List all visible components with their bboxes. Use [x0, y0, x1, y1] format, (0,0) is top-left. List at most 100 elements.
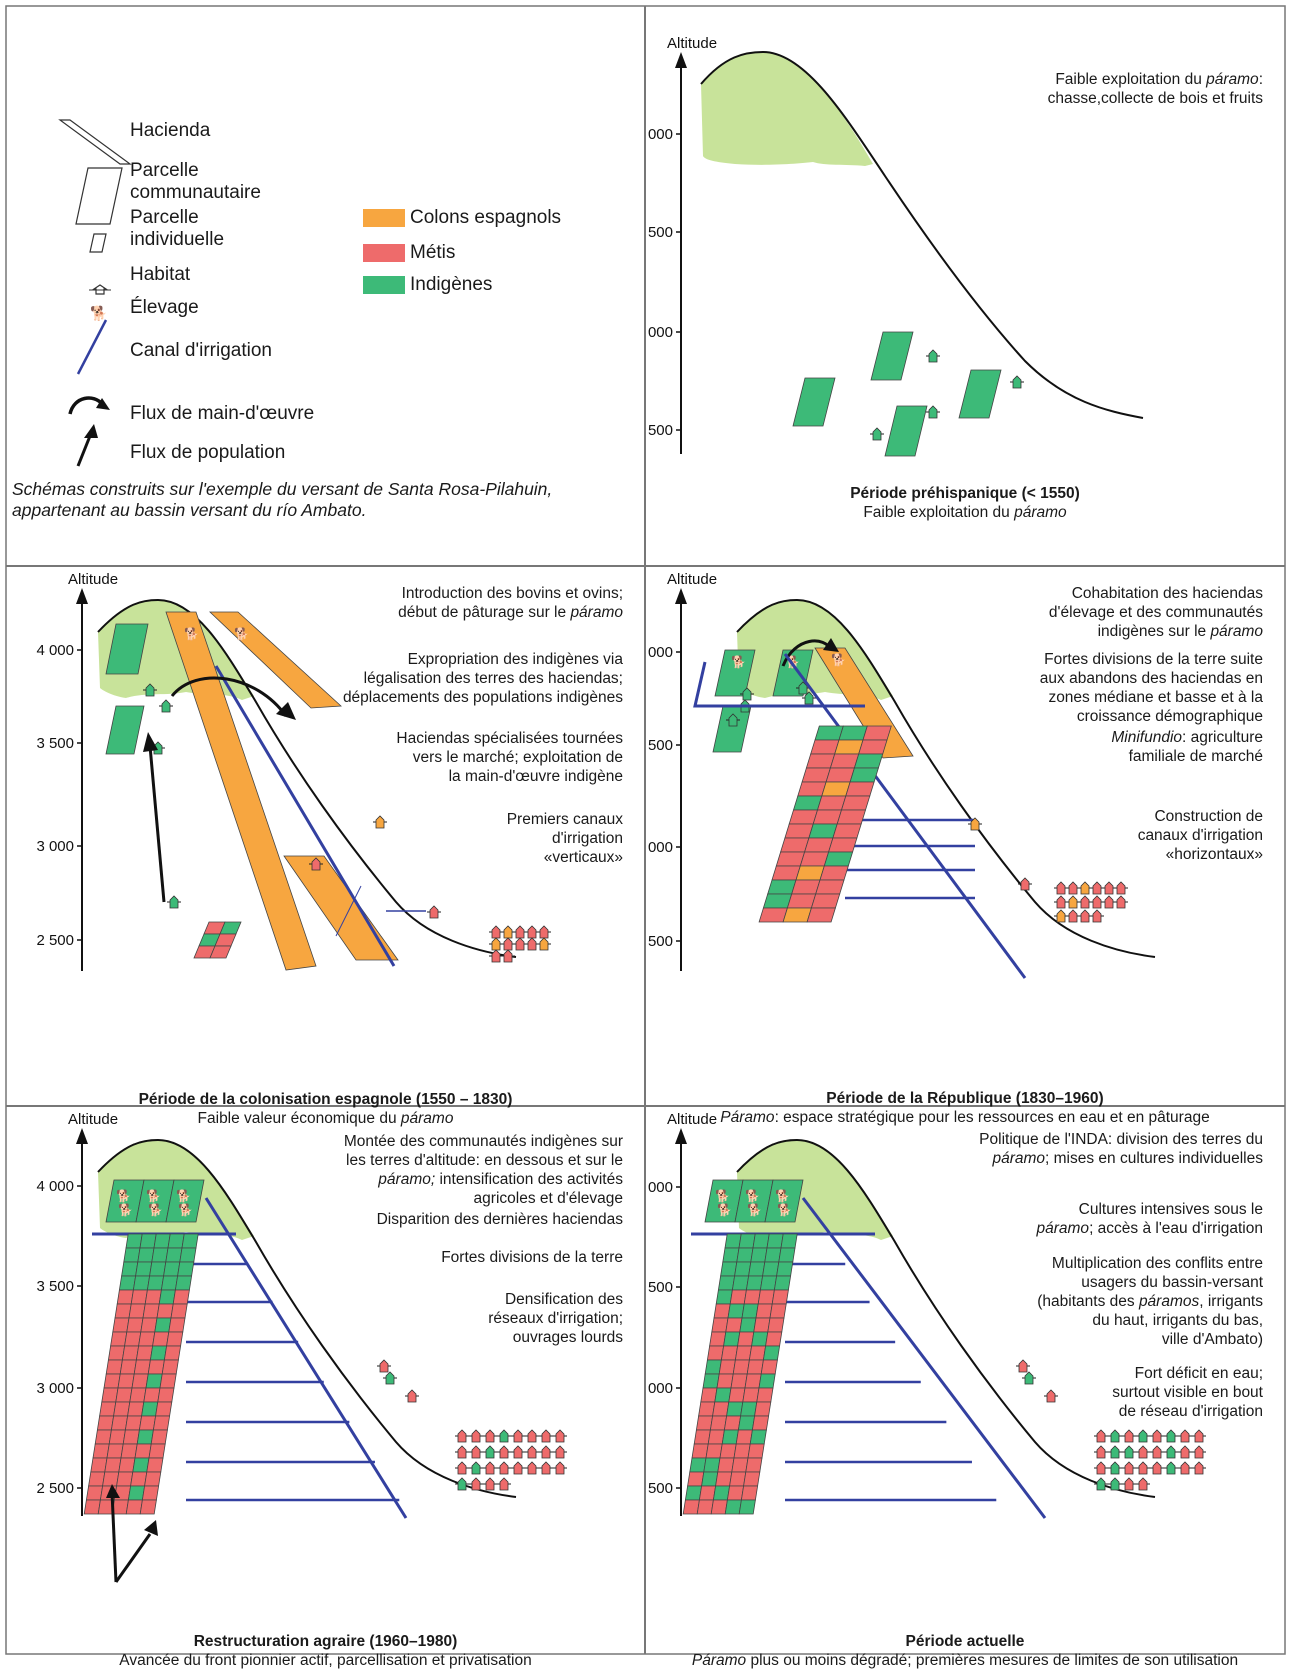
- plot: [762, 1345, 781, 1361]
- plot: [745, 1457, 763, 1473]
- house-shape: [1020, 877, 1030, 891]
- description-line: Minifundio: agriculture: [1111, 729, 1263, 746]
- habitat-icon: [1108, 1445, 1122, 1459]
- swatch-colons: [363, 209, 405, 227]
- plot: [799, 851, 830, 867]
- axis-tick-label: 2 500: [645, 422, 673, 439]
- house-shape: [1092, 881, 1102, 895]
- house-shape: [1046, 1389, 1056, 1403]
- habitat-icon: [1066, 909, 1080, 923]
- description-line: vers le marché; exploitation de: [412, 749, 623, 766]
- plot: [138, 1331, 156, 1347]
- panel-subtitle: Páramo plus ou moins dégradé; premières …: [691, 1652, 1239, 1669]
- description-line: Fort déficit en eau;: [1134, 1365, 1263, 1382]
- legend-note: Schémas construits sur l'exemple du vers…: [12, 479, 553, 520]
- plot: [702, 1373, 720, 1389]
- plot: [791, 879, 821, 895]
- house-shape: [1080, 895, 1090, 909]
- house-shape: [1180, 1445, 1190, 1459]
- altitude-axis: 4 000 3 500 3 000 2 500 Altitude: [36, 1111, 118, 1516]
- habitat-icon: [539, 1461, 553, 1475]
- axis-title: Altitude: [667, 1111, 717, 1128]
- description-line: Expropriation des indigènes via: [407, 651, 623, 668]
- axis-arrow: [675, 1128, 687, 1144]
- description-line: Fortes divisions de la terre suite: [1044, 651, 1263, 668]
- habitat-icon: [1102, 881, 1116, 895]
- house-shape: [471, 1429, 481, 1443]
- parcel-communautaire: [870, 331, 914, 381]
- altitude-axis: 4 000 3 500 3 000 2 500 Altitude: [645, 35, 717, 454]
- plot: [695, 1415, 714, 1431]
- house-shape: [928, 405, 938, 419]
- plot: [138, 1415, 157, 1431]
- plot: [823, 851, 854, 867]
- plot: [730, 1373, 748, 1389]
- swatch-metis: [363, 244, 405, 262]
- description-line: Introduction des bovins et ovins;: [401, 585, 623, 602]
- plot: [758, 1373, 776, 1389]
- plot: [724, 1233, 742, 1249]
- plot: [691, 1443, 709, 1459]
- description-block: Introduction des bovins et ovins; début d…: [398, 584, 623, 622]
- plot: [720, 1261, 738, 1277]
- plot: [103, 1373, 121, 1389]
- plot: [129, 1387, 147, 1403]
- description-line: chasse,collecte de bois et fruits: [1047, 90, 1263, 107]
- livestock-icon: 🐕: [148, 1203, 163, 1217]
- plot: [700, 1387, 718, 1403]
- hacienda-symbol-icon: [58, 119, 132, 165]
- plot: [147, 1359, 165, 1375]
- habitat-icon: [483, 1477, 497, 1491]
- habitat-icon: [1090, 895, 1104, 909]
- description-block: Construction de canaux d'irrigation «horiz…: [1138, 807, 1263, 864]
- house-shape: [555, 1445, 565, 1459]
- description-line: Cohabitation des haciendas: [1071, 585, 1263, 602]
- habitat-icon: [469, 1477, 483, 1491]
- plot: [750, 1247, 768, 1263]
- plot: [747, 1443, 765, 1459]
- house-shape: [1068, 909, 1078, 923]
- house-shape: [513, 1429, 523, 1443]
- land-use: 🐕🐕🐕🐕🐕🐕: [83, 1179, 567, 1583]
- plot: [712, 1401, 730, 1417]
- house-shape: [555, 1461, 565, 1475]
- plot: [805, 753, 836, 769]
- description-line: ville d'Ambato): [1161, 1331, 1263, 1348]
- plot: [862, 725, 892, 741]
- plot: [812, 809, 843, 825]
- axis-title: Altitude: [667, 35, 717, 52]
- plot: [92, 1443, 110, 1459]
- axis-tick-label: 4 000: [36, 1178, 74, 1195]
- plot: [740, 1401, 758, 1417]
- panel-restructuration: 4 000 3 500 3 000 2 500 Altitude 🐕 🐕 🐕 🐕 🐕 🐕 Montée…: [6, 1106, 645, 1669]
- plot: [723, 1331, 741, 1347]
- population-flow-arrow-head: [143, 732, 158, 752]
- plot: [143, 1387, 161, 1403]
- plot: [137, 1247, 155, 1263]
- panel-title: Période de la République (1830–1960): [826, 1090, 1104, 1107]
- description-block: Minifundio: agriculture familiale de marc…: [1111, 728, 1263, 766]
- axis-tick-label: 2 500: [36, 1480, 74, 1497]
- habitat-icon: [489, 925, 503, 939]
- house-shape: [499, 1477, 509, 1491]
- parcel-communautaire: [105, 623, 149, 675]
- livestock-icon: 🐕: [747, 1203, 762, 1217]
- parcel-communautaire: [712, 705, 752, 753]
- plot: [88, 1471, 106, 1487]
- house-shape: [1056, 909, 1066, 923]
- house-shape: [1194, 1429, 1204, 1443]
- altitude-axis: 4 000 3 500 3 000 2 500 Altitude: [645, 1111, 717, 1516]
- habitat-icon: [1192, 1445, 1206, 1459]
- plot: [734, 1345, 753, 1361]
- description-block: Fort déficit en eau; surtout visible en b…: [1112, 1364, 1263, 1421]
- plot: [715, 1289, 733, 1305]
- plot: [153, 1233, 171, 1249]
- hacienda-strip: [208, 611, 342, 709]
- plot: [767, 1317, 785, 1333]
- habitat-icon: [159, 699, 173, 713]
- plot: [743, 1471, 761, 1487]
- plot: [710, 1499, 728, 1515]
- axis-tick-label: 3 000: [36, 1380, 74, 1397]
- habitat-icon: [469, 1429, 483, 1443]
- plot: [716, 1373, 734, 1389]
